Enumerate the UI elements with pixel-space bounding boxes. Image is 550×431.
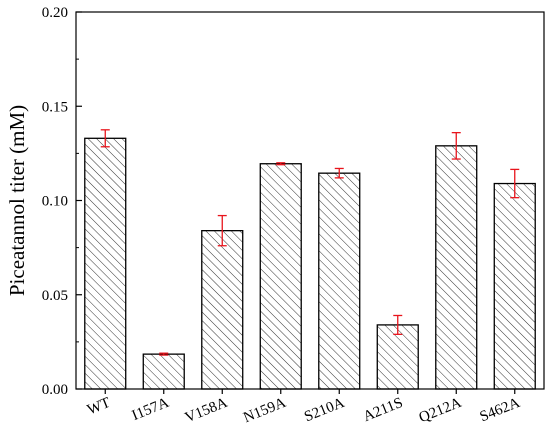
y-tick-label: 0.20 — [42, 5, 68, 21]
y-tick-label: 0.10 — [42, 194, 68, 210]
bar-i157a — [142, 353, 185, 390]
y-axis: 0.00 0.05 0.10 0.15 0.20 — [42, 5, 82, 398]
x-tick-label: Q212A — [417, 395, 464, 426]
x-tick-label: WT — [85, 395, 113, 419]
x-tick-label: I157A — [130, 395, 172, 424]
bar-s462a — [493, 182, 536, 390]
plot-frame — [75, 11, 545, 390]
error-bars-group — [100, 129, 520, 356]
x-tick-label: V158A — [183, 395, 230, 426]
error-bar-v158a — [217, 214, 227, 247]
x-tick-label: S210A — [302, 395, 347, 426]
x-tick-label: N159A — [241, 395, 288, 426]
y-tick-label: 0.00 — [42, 382, 68, 398]
x-tick-label: S462A — [478, 395, 523, 426]
bars-group — [84, 137, 536, 390]
error-bar-q212a — [451, 131, 461, 160]
error-bar-wt — [100, 129, 110, 148]
bar-n159a — [259, 163, 302, 390]
bar-wt — [84, 137, 127, 390]
bar-v158a — [201, 230, 244, 390]
bar-q212a — [435, 145, 478, 390]
y-tick-label: 0.15 — [42, 99, 68, 115]
error-bar-s462a — [510, 168, 520, 199]
x-tick-label: A211S — [361, 395, 405, 425]
error-bar-n159a — [276, 162, 286, 166]
y-tick-label: 0.05 — [42, 288, 68, 304]
x-axis: WT I157A V158A N159A S210A A211S Q212A S462A — [85, 389, 522, 426]
error-bar-i157a — [159, 352, 169, 356]
y-axis-title: Piceatannol titer (mM) — [5, 105, 29, 296]
error-bar-a211s — [393, 314, 403, 335]
bar-s210a — [318, 172, 361, 390]
error-bar-s210a — [334, 167, 344, 179]
